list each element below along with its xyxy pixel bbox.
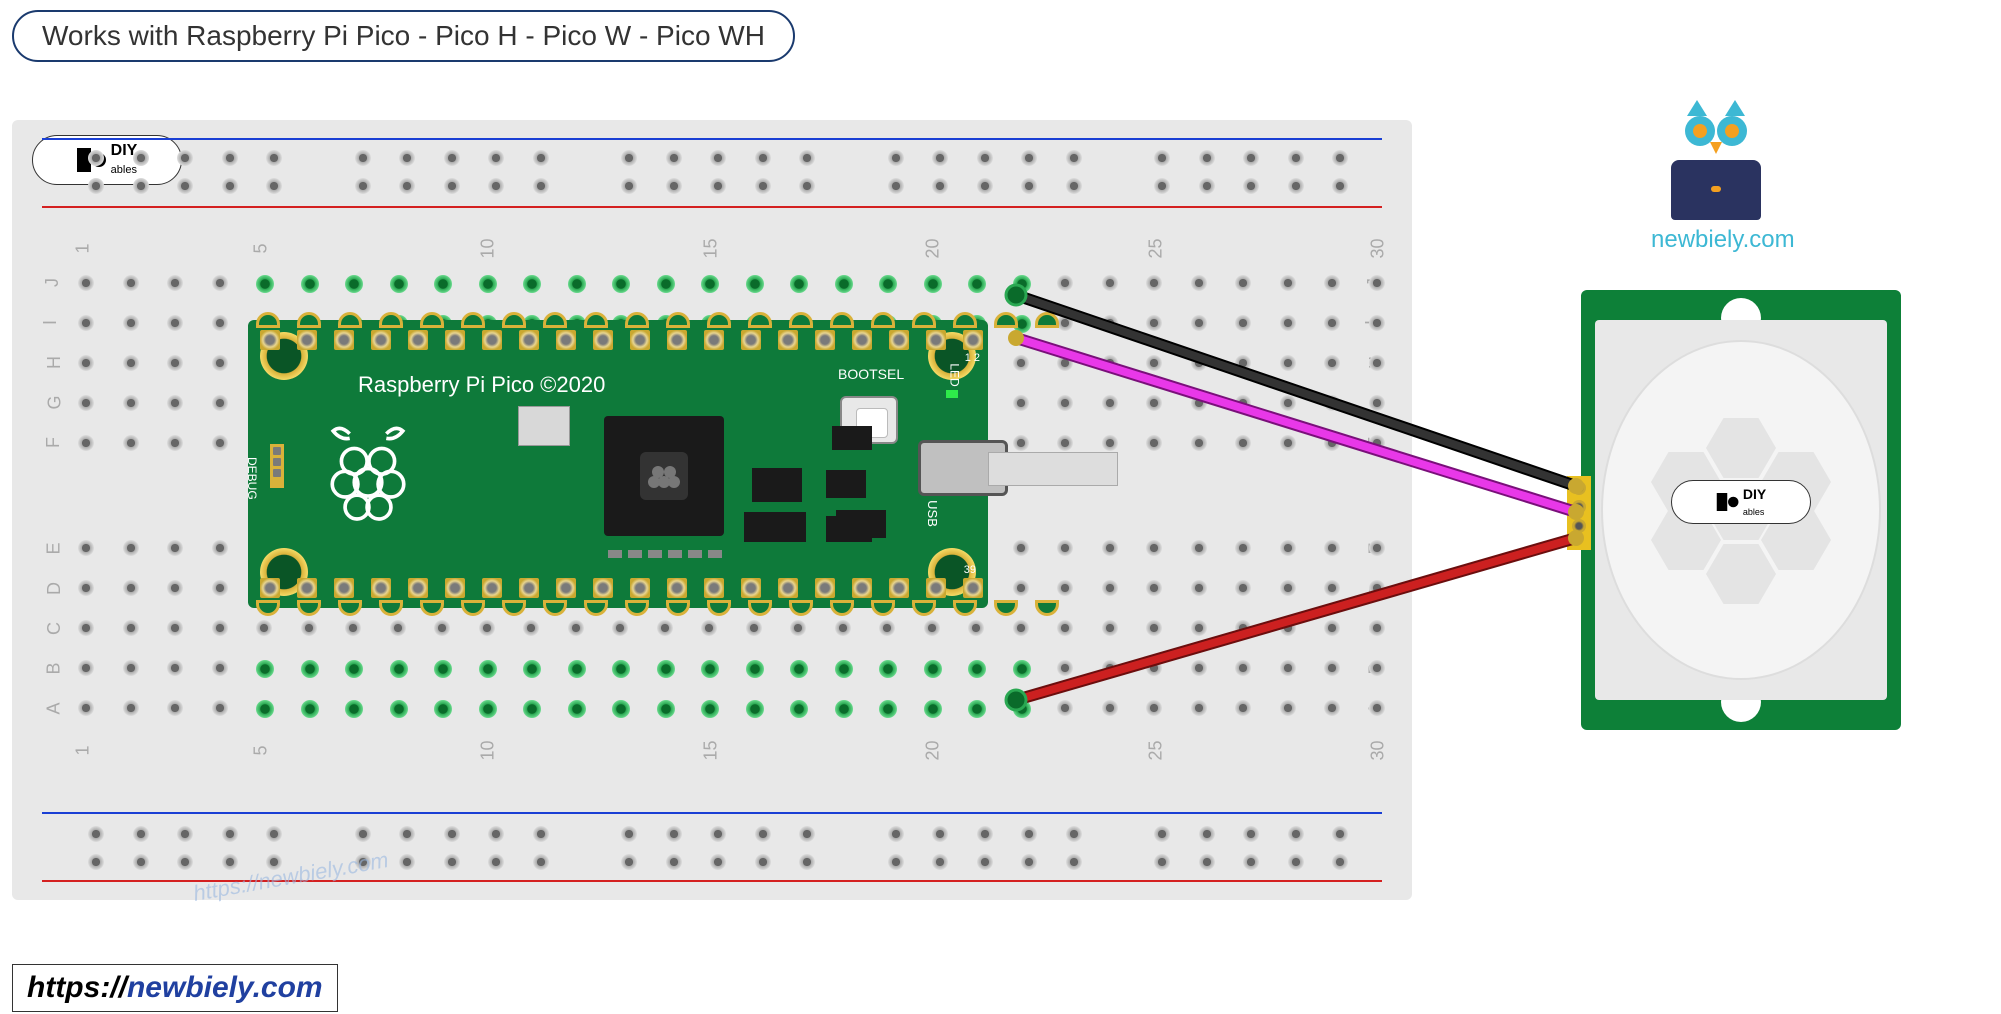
bootsel-label: BOOTSEL <box>838 366 904 382</box>
raspberry-pi-logo-icon <box>318 420 418 530</box>
newbiely-caption: newbiely.com <box>1651 226 1781 254</box>
pir-pin-vcc <box>1572 519 1586 533</box>
usb-label: USB <box>925 500 940 527</box>
rp2040-chip <box>604 416 724 536</box>
debug-label: DEBUG <box>245 457 259 500</box>
pin-1-2-label: 1 2 <box>965 352 980 364</box>
source-url: https://newbiely.com <box>12 964 338 1012</box>
usb-cable <box>988 452 1118 486</box>
pico-board-name: Raspberry Pi Pico ©2020 <box>358 372 605 398</box>
raspberry-pi-pico-board: Raspberry Pi Pico ©2020 BOOTSEL LED USB … <box>248 320 988 608</box>
pir-motion-sensor: DIYables <box>1581 290 1901 730</box>
pir-pin-gnd <box>1572 481 1586 495</box>
diyables-logo-pir: DIYables <box>1671 480 1811 524</box>
pin-39-label: 39 <box>964 564 976 576</box>
compatibility-title: Works with Raspberry Pi Pico - Pico H - … <box>12 10 795 62</box>
led-label: LED <box>947 363 961 386</box>
pir-pin-header <box>1567 476 1591 550</box>
newbiely-owl-logo: newbiely.com <box>1651 110 1781 254</box>
pir-pin-out <box>1572 500 1586 514</box>
breadboard: DIYables 151015202530 JJIIHHGGFFEEDDCCBB… <box>12 120 1412 900</box>
